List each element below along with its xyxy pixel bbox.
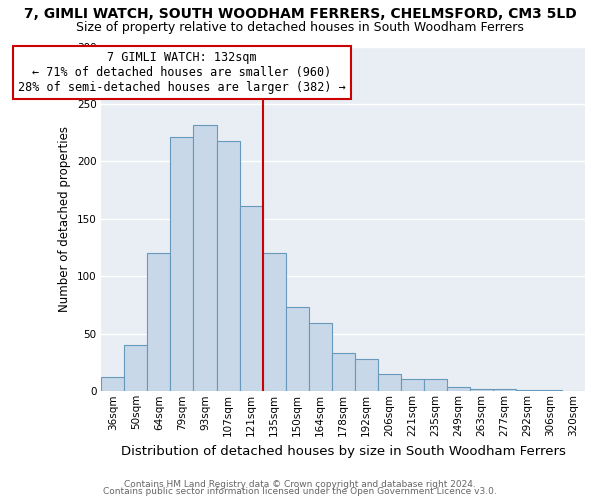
Bar bbox=[263, 254, 286, 392]
Bar bbox=[493, 389, 516, 392]
Bar bbox=[124, 346, 148, 392]
Bar bbox=[286, 308, 308, 392]
Bar bbox=[378, 374, 401, 392]
Text: 7, GIMLI WATCH, SOUTH WOODHAM FERRERS, CHELMSFORD, CM3 5LD: 7, GIMLI WATCH, SOUTH WOODHAM FERRERS, C… bbox=[23, 8, 577, 22]
Bar bbox=[101, 378, 124, 392]
Bar bbox=[401, 378, 424, 392]
Text: 7 GIMLI WATCH: 132sqm
← 71% of detached houses are smaller (960)
28% of semi-det: 7 GIMLI WATCH: 132sqm ← 71% of detached … bbox=[18, 51, 346, 94]
Bar bbox=[516, 390, 539, 392]
Bar bbox=[308, 324, 332, 392]
Bar bbox=[539, 390, 562, 392]
Y-axis label: Number of detached properties: Number of detached properties bbox=[58, 126, 71, 312]
Bar bbox=[239, 206, 263, 392]
Bar bbox=[193, 124, 217, 392]
Bar bbox=[447, 386, 470, 392]
Text: Contains public sector information licensed under the Open Government Licence v3: Contains public sector information licen… bbox=[103, 487, 497, 496]
Bar bbox=[217, 140, 239, 392]
Text: Size of property relative to detached houses in South Woodham Ferrers: Size of property relative to detached ho… bbox=[76, 22, 524, 35]
Text: Contains HM Land Registry data © Crown copyright and database right 2024.: Contains HM Land Registry data © Crown c… bbox=[124, 480, 476, 489]
Bar bbox=[148, 254, 170, 392]
Bar bbox=[355, 359, 378, 392]
Bar bbox=[170, 138, 193, 392]
Bar bbox=[332, 354, 355, 392]
Bar bbox=[424, 378, 447, 392]
Bar bbox=[470, 389, 493, 392]
X-axis label: Distribution of detached houses by size in South Woodham Ferrers: Distribution of detached houses by size … bbox=[121, 444, 566, 458]
